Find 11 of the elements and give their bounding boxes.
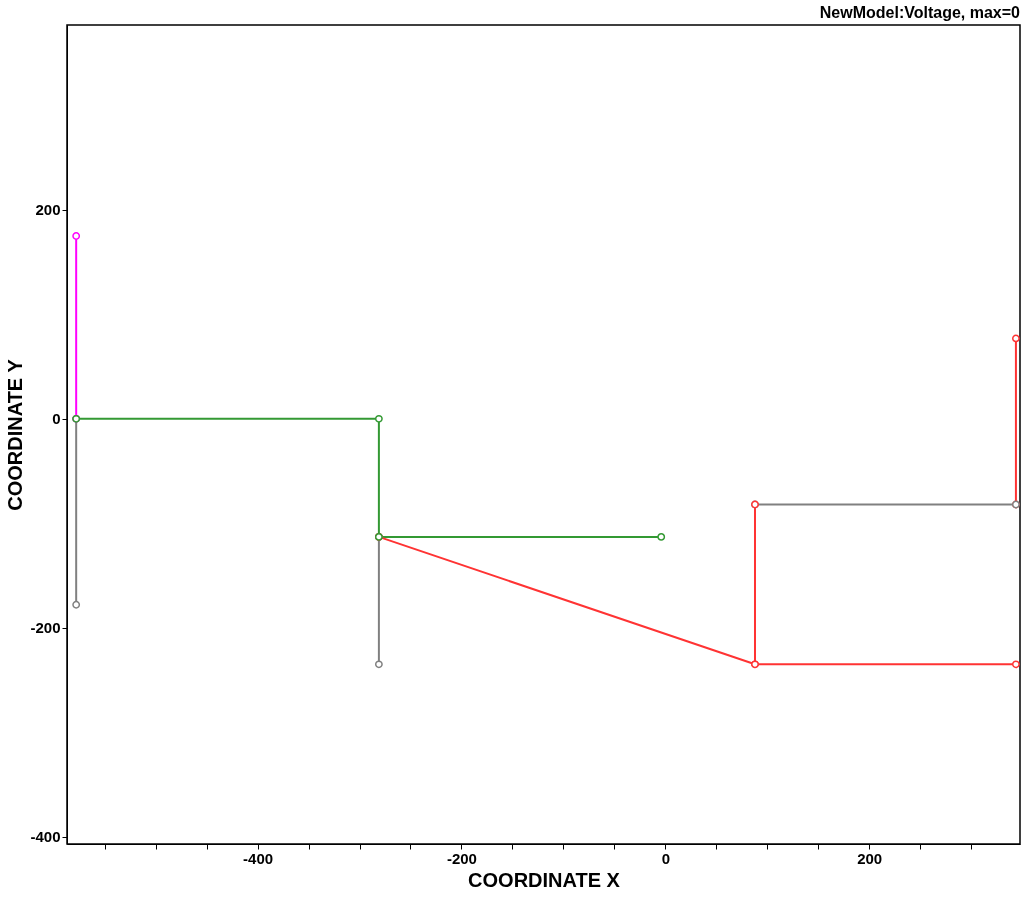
y-tick-label: -400 — [30, 828, 61, 846]
x-tick-label: 200 — [857, 849, 883, 867]
y-tick-label: 200 — [35, 201, 61, 219]
x-tick-label: -200 — [446, 849, 477, 867]
y-tick-label: 0 — [52, 410, 61, 428]
x-tick-label: -400 — [243, 849, 274, 867]
y-tick-label: -200 — [30, 619, 61, 637]
y-axis-title: COORDINATE Y — [4, 358, 27, 511]
chart-title: NewModel:Voltage, max=0 — [819, 4, 1021, 21]
x-tick-label: 0 — [661, 849, 670, 867]
x-axis-title: COORDINATE X — [468, 868, 621, 891]
